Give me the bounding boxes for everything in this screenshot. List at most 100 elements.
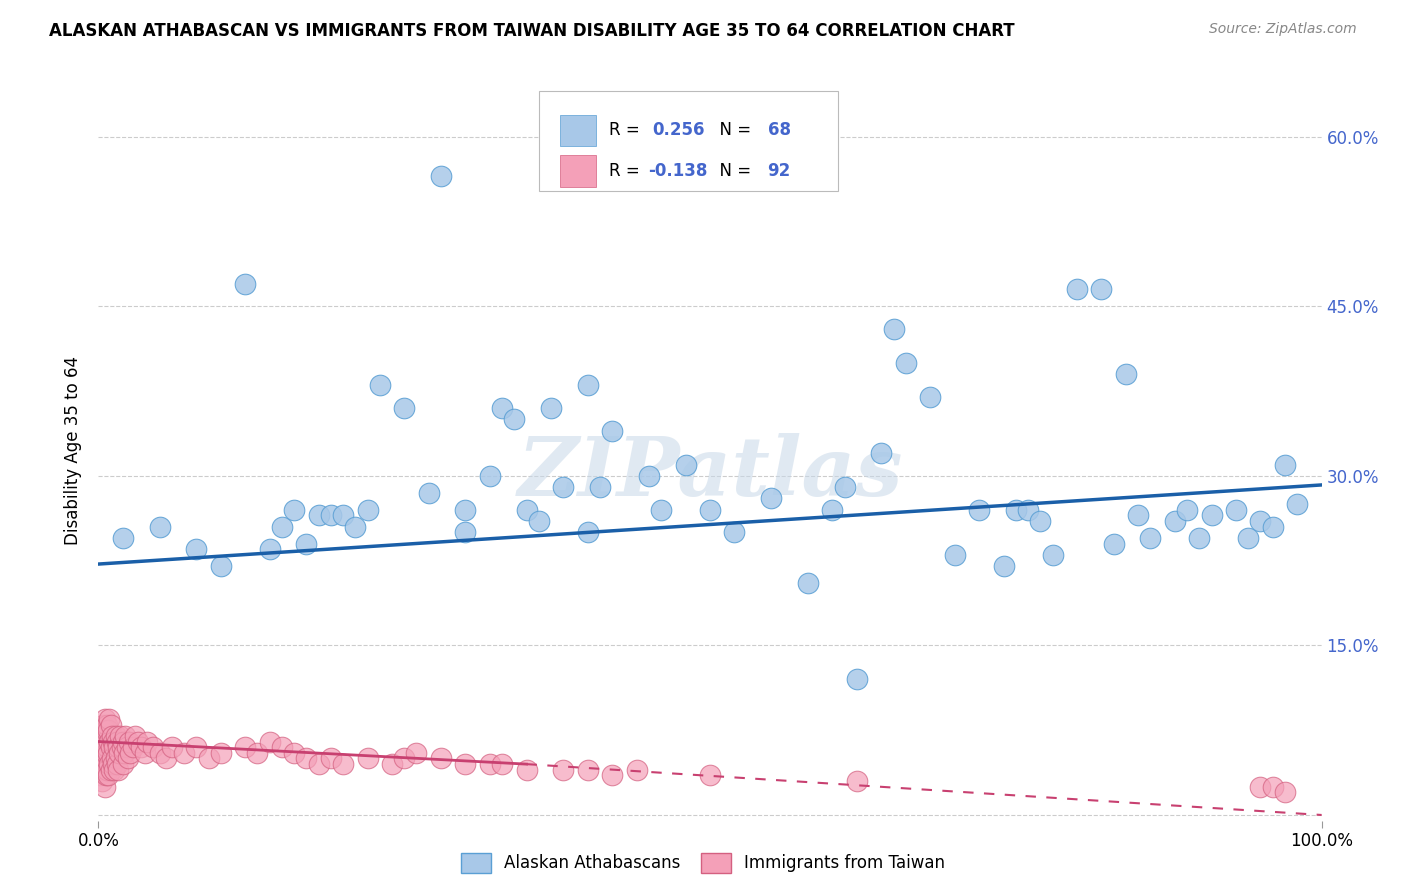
Point [149,746,172,760]
Point [94,723,117,738]
Point [883,322,905,336]
Point [91,751,114,765]
Point [1249,780,1271,794]
Point [576,378,599,392]
Point [94,768,117,782]
Point [418,486,440,500]
Point [91,729,114,743]
Point [97,768,120,782]
Point [127,734,149,748]
Point [91,740,114,755]
Point [723,525,745,540]
Point [993,559,1015,574]
Point [699,503,721,517]
Point [356,503,378,517]
Point [675,458,697,472]
FancyBboxPatch shape [560,115,596,145]
Point [93,757,115,772]
Point [1261,520,1284,534]
Point [100,717,122,731]
Point [111,734,134,748]
Point [112,746,135,760]
Point [233,740,256,755]
Point [186,740,208,755]
Point [454,503,477,517]
Point [114,729,136,743]
Point [1274,458,1296,472]
Point [96,717,118,731]
Point [308,508,330,523]
Point [527,514,550,528]
Point [1090,282,1112,296]
Point [209,746,232,760]
Point [1017,503,1039,517]
Point [1102,537,1125,551]
Y-axis label: Disability Age 35 to 64: Disability Age 35 to 64 [65,356,83,545]
Point [233,277,256,291]
Point [332,757,354,772]
Point [699,768,721,782]
Point [101,729,124,743]
Point [283,503,305,517]
Point [1249,514,1271,528]
Point [90,746,112,760]
Point [107,740,129,755]
Point [454,525,477,540]
Point [93,734,115,748]
Point [1225,503,1247,517]
Text: -0.138: -0.138 [648,162,707,180]
Text: R =: R = [609,162,644,180]
Point [149,520,172,534]
Point [100,740,122,755]
Point [97,723,120,738]
Point [270,520,294,534]
Point [103,740,125,755]
Point [1029,514,1052,528]
Point [870,446,893,460]
Point [845,673,868,687]
Point [589,480,612,494]
Point [97,746,120,760]
Point [797,576,820,591]
Point [120,746,142,760]
Point [115,740,138,755]
Point [381,757,404,772]
FancyBboxPatch shape [560,155,596,186]
Point [626,763,648,777]
Point [332,508,354,523]
Point [111,740,134,755]
Point [117,751,139,765]
Point [319,508,342,523]
Text: 0.256: 0.256 [652,121,704,139]
Point [98,734,121,748]
Point [104,751,127,765]
Point [356,751,378,765]
Point [368,378,391,392]
Point [96,740,118,755]
Text: 92: 92 [768,162,790,180]
Point [821,503,844,517]
Point [1164,514,1187,528]
Point [111,757,134,772]
Point [430,169,453,184]
Point [259,734,281,748]
Point [173,746,195,760]
Point [478,469,501,483]
Point [553,480,575,494]
Point [967,503,990,517]
Point [94,746,117,760]
Point [637,469,661,483]
FancyBboxPatch shape [538,91,838,191]
Point [101,751,124,765]
Point [478,757,501,772]
Point [121,740,143,755]
Point [834,480,856,494]
Point [540,401,562,415]
Point [186,542,208,557]
Point [1188,531,1211,545]
Point [1201,508,1223,523]
Point [650,503,672,517]
Point [118,734,141,748]
Point [101,757,124,772]
Point [845,774,868,789]
